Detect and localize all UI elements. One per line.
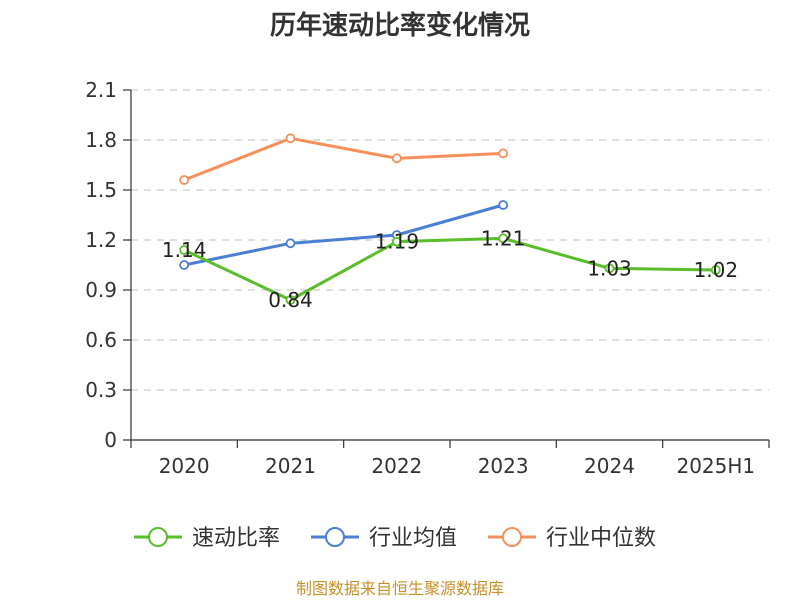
series-point-0: [498, 233, 509, 244]
source-note: 制图数据来自恒生聚源数据库: [296, 579, 504, 598]
y-tick-label: 0.9: [85, 278, 117, 302]
series-point-2: [391, 153, 402, 164]
legend-label: 速动比率: [192, 526, 280, 551]
legend-marker: [325, 527, 345, 547]
series-line-2: [182, 136, 505, 182]
y-tick-label: 2.1: [85, 78, 117, 102]
y-tick-label: 1.2: [85, 228, 117, 252]
series-layer: [179, 133, 721, 305]
y-tick-label: 1.5: [85, 178, 117, 202]
series-point-2: [285, 133, 296, 144]
chart-title: 历年速动比率变化情况: [270, 10, 530, 41]
data-label: 0.84: [268, 288, 313, 312]
data-label: 1.21: [481, 226, 526, 250]
y-tick-label: 0.6: [85, 328, 117, 352]
x-tick-label: 2025H1: [676, 454, 755, 478]
x-tick-label: 2024: [584, 454, 635, 478]
series-line-0: [182, 236, 718, 302]
x-tick-label: 2023: [478, 454, 529, 478]
x-tick-label: 2021: [265, 454, 316, 478]
legend-item-0[interactable]: 速动比率: [134, 526, 280, 551]
axes: 0 0.3 0.6 0.9 1.2 1.5 1.8 2.1 2020 2021 2022 2023 20…: [85, 78, 770, 478]
series-point-0: [285, 295, 296, 305]
data-labels: 1.14 0.84 1.19 1.21 1.03 1.02: [162, 226, 738, 312]
legend-label: 行业中位数: [546, 526, 656, 551]
data-label: 1.14: [162, 238, 207, 262]
series-point-1: [285, 238, 296, 249]
series-point-0: [391, 236, 402, 247]
series-point-0: [604, 263, 615, 274]
data-label: 1.19: [375, 230, 420, 254]
series-point-1: [498, 200, 509, 210]
series-line-1: [182, 203, 505, 267]
series-point-2: [498, 148, 509, 159]
y-tick-label: 0.3: [85, 378, 117, 402]
legend: 速动比率 行业均值 行业中位数: [134, 526, 656, 551]
data-label: 1.03: [587, 256, 632, 280]
legend-marker: [502, 527, 522, 547]
series-point-2: [179, 175, 190, 185]
x-tick-label: 2022: [371, 454, 422, 478]
y-tick-label: 1.8: [85, 128, 117, 152]
series-point-0: [710, 265, 721, 275]
y-tick-label: 0: [104, 428, 117, 452]
data-label: 1.02: [694, 258, 739, 282]
legend-marker: [148, 527, 168, 547]
legend-item-1[interactable]: 行业均值: [311, 526, 457, 551]
series-point-1: [179, 260, 190, 270]
series-point-0: [179, 245, 190, 255]
legend-label: 行业均值: [369, 526, 457, 551]
legend-item-2[interactable]: 行业中位数: [488, 526, 656, 551]
x-tick-label: 2020: [159, 454, 210, 478]
